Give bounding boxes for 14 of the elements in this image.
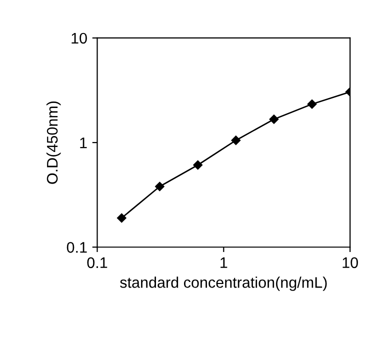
point bbox=[269, 114, 279, 124]
x-tick-label: 10 bbox=[342, 257, 358, 268]
x-tick-label: 1 bbox=[220, 257, 228, 268]
point bbox=[117, 213, 126, 223]
point bbox=[155, 182, 164, 192]
x-axis-title: standard concentration(ng/mL) bbox=[120, 276, 327, 291]
y-axis-title: O.D(450nm) bbox=[46, 101, 61, 184]
y-tick-label: 1 bbox=[80, 138, 87, 148]
point bbox=[231, 136, 241, 145]
point bbox=[307, 100, 317, 109]
y-tick-label: 0.1 bbox=[66, 242, 87, 253]
x-tick-label: 0.1 bbox=[87, 257, 108, 268]
point bbox=[193, 160, 202, 170]
y-tick-label: 10 bbox=[72, 32, 87, 44]
